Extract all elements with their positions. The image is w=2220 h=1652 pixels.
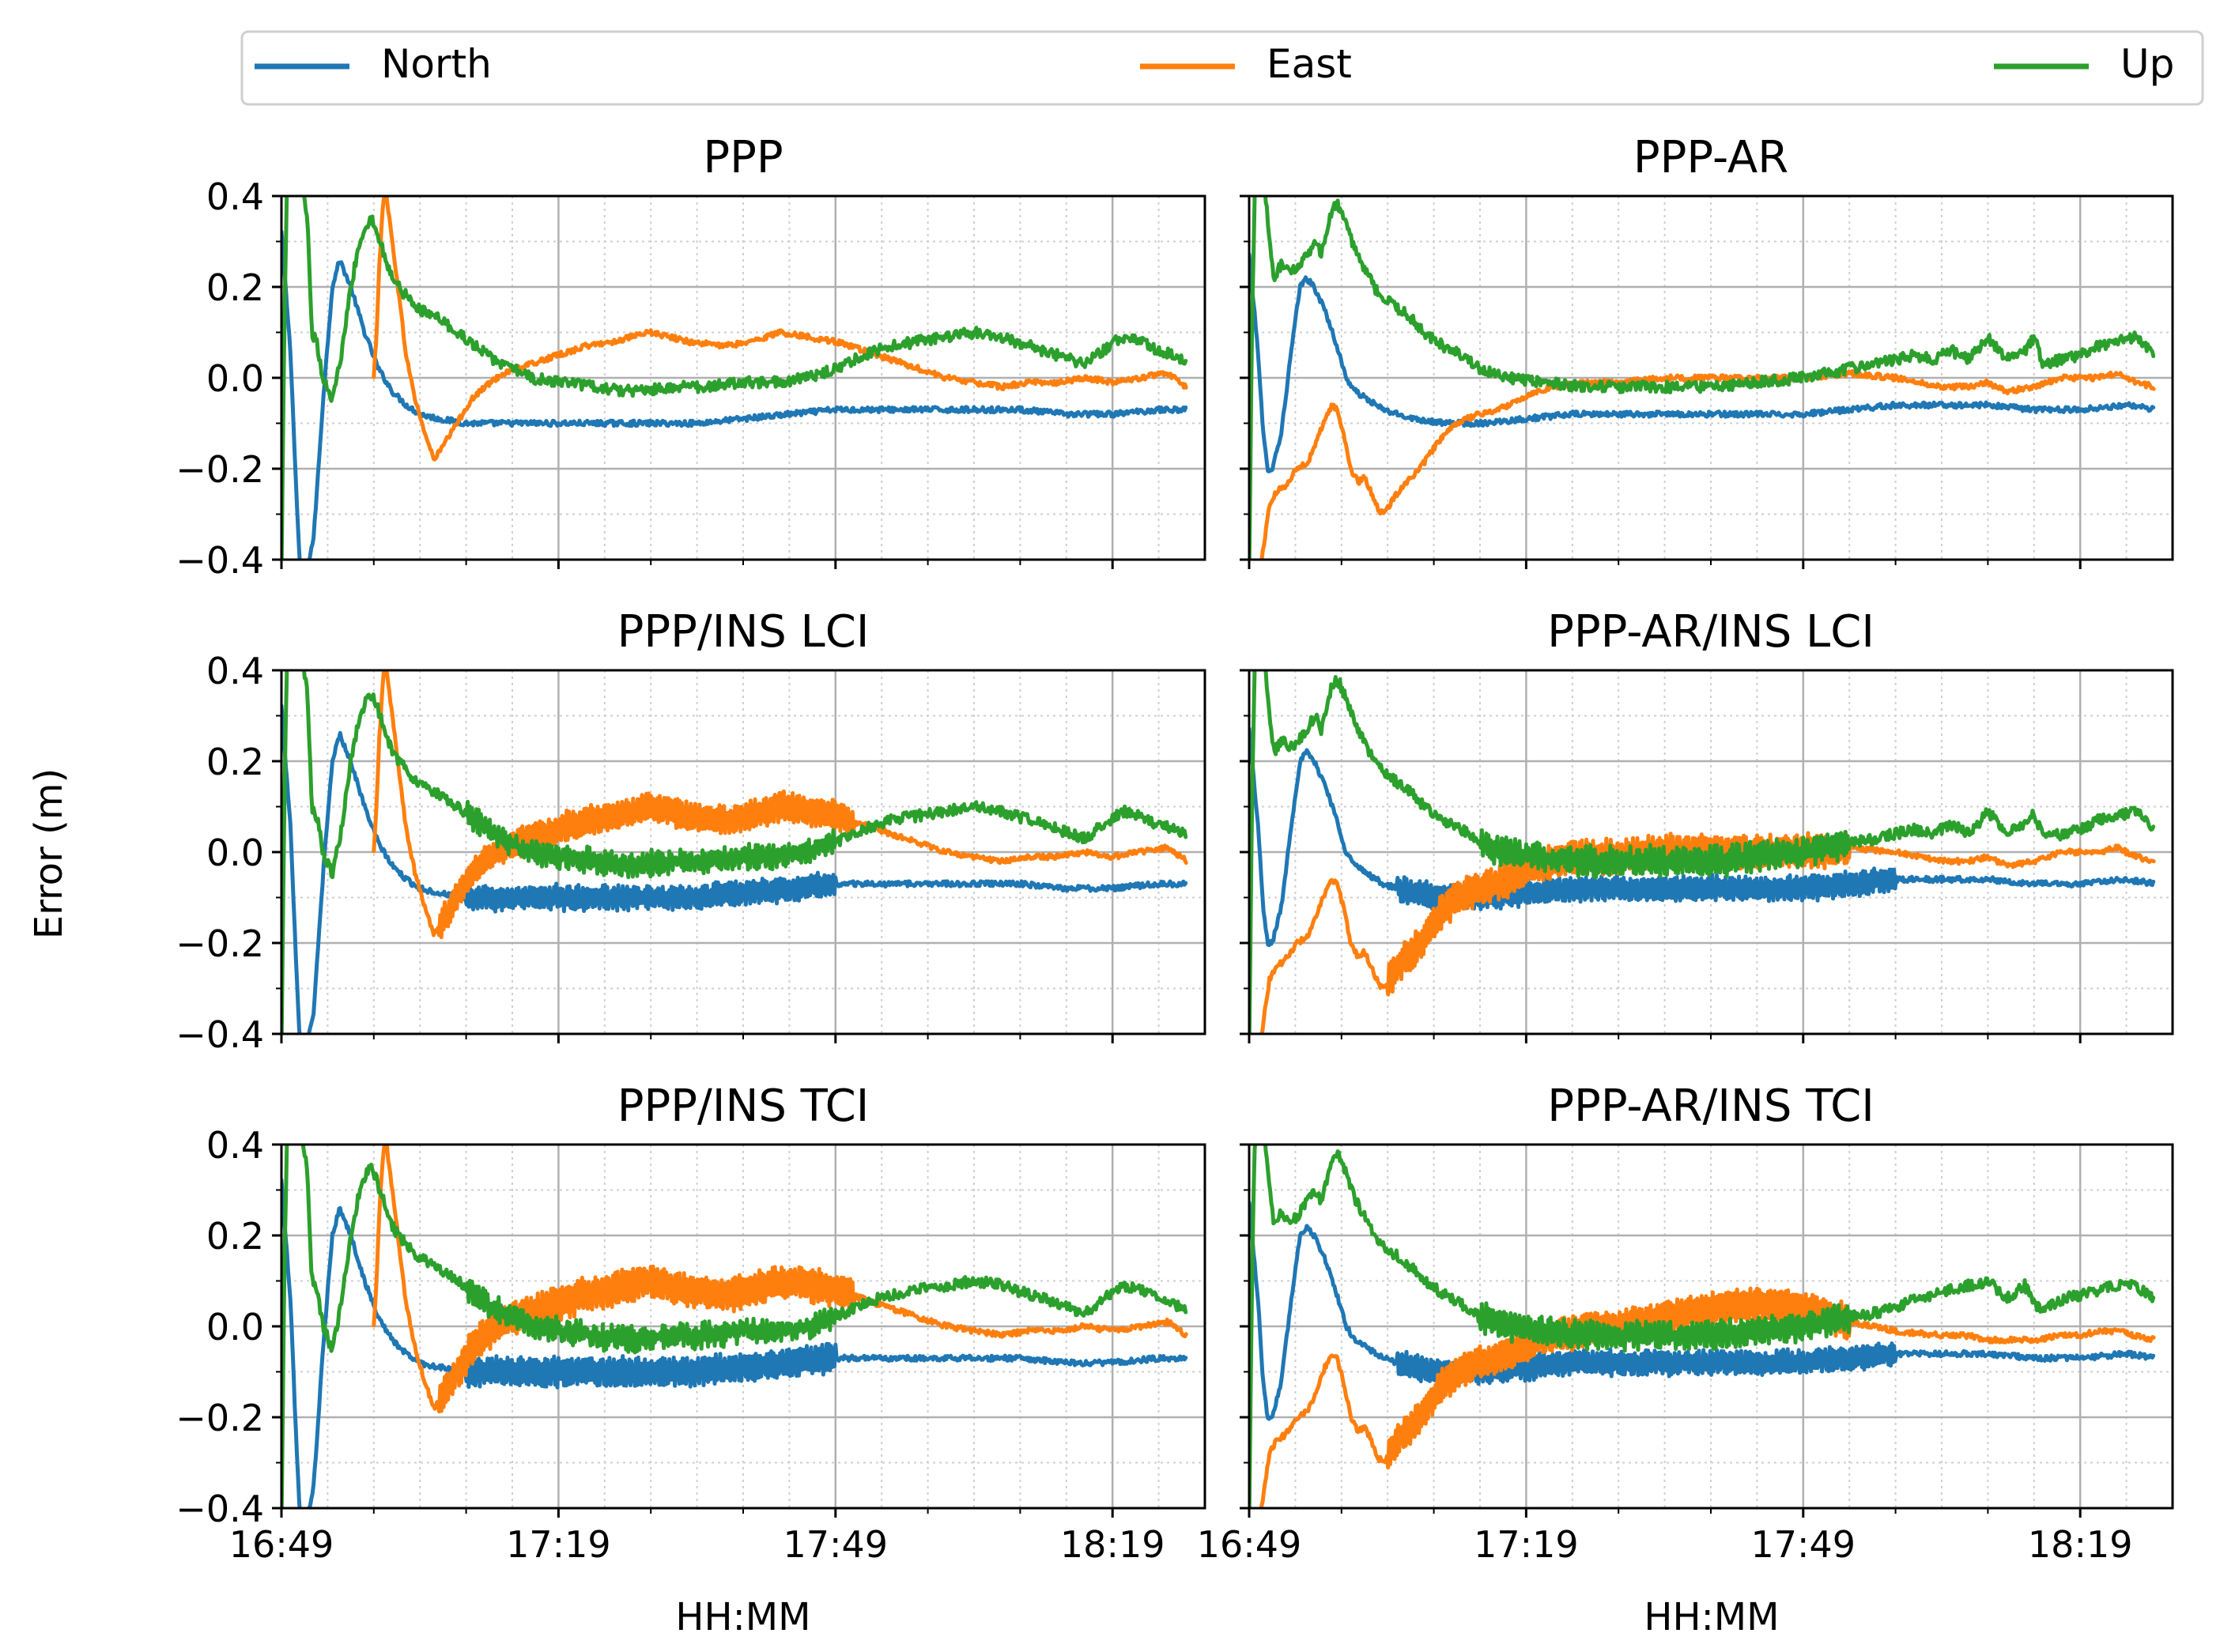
y-tick-label: −0.4 bbox=[176, 1013, 264, 1056]
x-axis-label-left: HH:MM bbox=[675, 1595, 810, 1639]
series-group bbox=[1249, 196, 2156, 560]
y-tick-label: −0.2 bbox=[176, 448, 264, 491]
y-tick-label: −0.2 bbox=[176, 1397, 264, 1439]
subplot-6: PPP-AR/INS TCI 16:49 17:19 17:49 18:19 bbox=[1197, 1081, 2174, 1566]
subplot-title: PPP-AR/INS TCI bbox=[1547, 1081, 1874, 1132]
series-line-up bbox=[1249, 670, 2156, 1034]
series-group bbox=[281, 196, 1188, 560]
series-line-up bbox=[281, 196, 1188, 560]
legend-label-east: East bbox=[1267, 41, 1352, 87]
x-tick-label: 16:49 bbox=[1197, 1523, 1302, 1566]
legend-label-north: North bbox=[381, 41, 492, 87]
subplot-1: PPP 0.4 0.2 0.0 −0.2 −0.4 bbox=[176, 132, 1206, 582]
y-tick-label: 0.4 bbox=[206, 1124, 264, 1167]
series-line-east bbox=[1259, 369, 2156, 560]
x-tick-label: 18:19 bbox=[2028, 1523, 2133, 1566]
series-group bbox=[281, 1145, 1188, 1508]
subplot-title: PPP/INS TCI bbox=[617, 1081, 869, 1132]
subplot-3: PPP/INS LCI 0.4 0.2 0.0 −0.2 −0.4 bbox=[176, 606, 1206, 1056]
series-line-east bbox=[1259, 1286, 2156, 1508]
series-line-up bbox=[1249, 1145, 2156, 1508]
series-line-up bbox=[281, 670, 1188, 1034]
y-tick-label: 0.0 bbox=[206, 832, 264, 874]
legend: North East Up bbox=[240, 30, 2204, 106]
x-tick-label: 17:19 bbox=[506, 1523, 611, 1566]
series-line-north bbox=[1249, 252, 2156, 473]
series-line-north bbox=[281, 1178, 1188, 1508]
subplot-title: PPP/INS LCI bbox=[617, 606, 870, 658]
y-tick-label: 0.0 bbox=[206, 357, 264, 400]
subplot-5: PPP/INS TCI 0.4 0.2 0.0 −0.2 −0.416:49 17:19 17… bbox=[176, 1081, 1206, 1566]
series-line-north bbox=[281, 703, 1188, 1034]
series-group bbox=[1249, 670, 2156, 1034]
subplot-2: PPP-AR bbox=[1240, 132, 2174, 569]
series-line-east bbox=[372, 196, 1188, 462]
series-line-north bbox=[281, 229, 1188, 560]
subplot-4: PPP-AR/INS LCI bbox=[1240, 606, 2174, 1043]
subplot-title: PPP bbox=[703, 132, 783, 183]
y-axis-label: Error (m) bbox=[27, 768, 71, 939]
series-group bbox=[1249, 1145, 2156, 1508]
y-tick-label: −0.4 bbox=[176, 539, 264, 582]
y-tick-label: 0.4 bbox=[206, 650, 264, 692]
subplot-title: PPP-AR bbox=[1633, 132, 1788, 183]
series-line-up bbox=[281, 1145, 1188, 1508]
series-group bbox=[281, 670, 1188, 1034]
series-line-up bbox=[1249, 196, 2156, 560]
subplot-grid: PPP 0.4 0.2 0.0 −0.2 −0.4 PPP-AR PPP/INS LCI 0.4… bbox=[176, 132, 2174, 1566]
x-tick-label: 17:19 bbox=[1474, 1523, 1579, 1566]
y-tick-label: 0.2 bbox=[206, 266, 264, 309]
y-tick-label: −0.4 bbox=[176, 1488, 264, 1530]
legend-label-up: Up bbox=[2120, 41, 2174, 87]
series-line-north bbox=[1249, 1200, 2156, 1421]
series-line-north bbox=[1249, 726, 2156, 948]
x-axis-label-right: HH:MM bbox=[1644, 1595, 1779, 1639]
x-tick-label: 17:49 bbox=[783, 1523, 889, 1566]
y-tick-label: 0.0 bbox=[206, 1306, 264, 1348]
x-tick-label: 16:49 bbox=[229, 1523, 334, 1566]
x-tick-label: 17:49 bbox=[1751, 1523, 1856, 1566]
y-tick-label: 0.4 bbox=[206, 175, 264, 218]
subplot-title: PPP-AR/INS LCI bbox=[1547, 606, 1875, 658]
y-tick-label: 0.2 bbox=[206, 1215, 264, 1258]
y-tick-label: −0.2 bbox=[176, 922, 264, 965]
series-line-east bbox=[1259, 830, 2156, 1034]
y-tick-label: 0.2 bbox=[206, 741, 264, 783]
x-tick-label: 18:19 bbox=[1060, 1523, 1165, 1566]
